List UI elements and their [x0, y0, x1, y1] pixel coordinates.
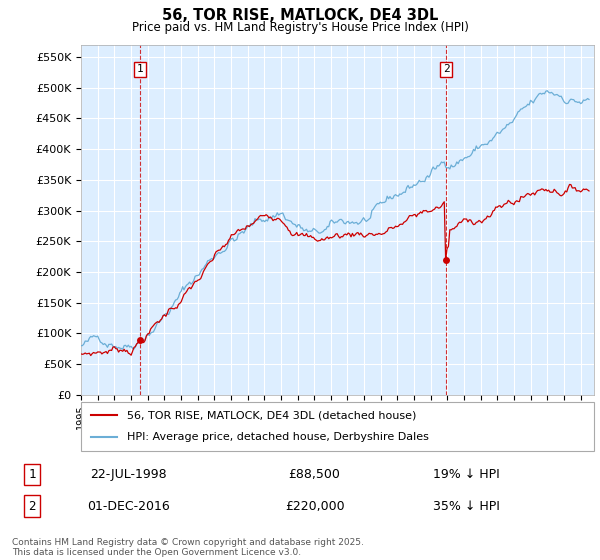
Text: 35% ↓ HPI: 35% ↓ HPI	[433, 500, 499, 512]
Text: £220,000: £220,000	[285, 500, 344, 512]
Text: 1: 1	[29, 468, 36, 481]
Text: 2: 2	[443, 64, 449, 74]
Text: Price paid vs. HM Land Registry's House Price Index (HPI): Price paid vs. HM Land Registry's House …	[131, 21, 469, 34]
Text: 01-DEC-2016: 01-DEC-2016	[87, 500, 170, 512]
Text: HPI: Average price, detached house, Derbyshire Dales: HPI: Average price, detached house, Derb…	[127, 432, 429, 442]
Text: 2: 2	[29, 500, 36, 512]
Text: £88,500: £88,500	[289, 468, 341, 481]
Text: 56, TOR RISE, MATLOCK, DE4 3DL (detached house): 56, TOR RISE, MATLOCK, DE4 3DL (detached…	[127, 410, 416, 421]
Text: Contains HM Land Registry data © Crown copyright and database right 2025.
This d: Contains HM Land Registry data © Crown c…	[12, 538, 364, 557]
Text: 56, TOR RISE, MATLOCK, DE4 3DL: 56, TOR RISE, MATLOCK, DE4 3DL	[162, 8, 438, 24]
Text: 22-JUL-1998: 22-JUL-1998	[90, 468, 167, 481]
Text: 1: 1	[137, 64, 143, 74]
Text: 19% ↓ HPI: 19% ↓ HPI	[433, 468, 499, 481]
